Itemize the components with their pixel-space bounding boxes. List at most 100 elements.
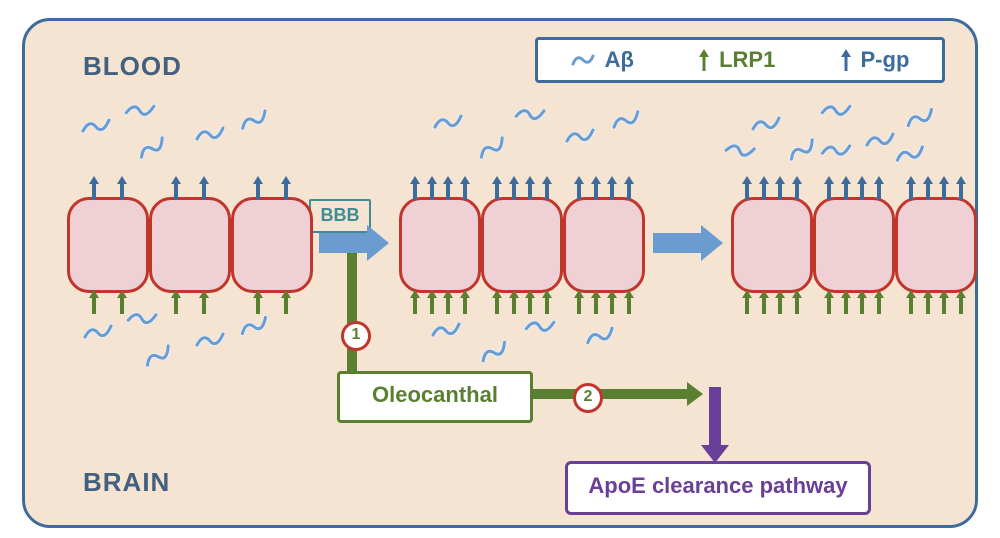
lrp1-arrow-icon: [526, 290, 534, 314]
pgp-arrow-icon: [842, 176, 850, 200]
pgp-arrow-icon: [526, 176, 534, 200]
arrow-up-icon: [841, 49, 851, 71]
pgp-arrow-icon: [411, 176, 419, 200]
legend-item-abeta: Aβ: [571, 47, 634, 73]
pgp-arrow-icon: [493, 176, 501, 200]
pgp-arrow-icon: [608, 176, 616, 200]
lrp1-arrow-icon: [90, 290, 98, 314]
lrp1-arrow-icon: [118, 290, 126, 314]
endothelial-cell: [231, 197, 313, 293]
arrow-up-icon: [699, 49, 709, 71]
lrp1-arrow-icon: [776, 290, 784, 314]
pgp-arrow-icon: [510, 176, 518, 200]
legend-label: LRP1: [719, 47, 775, 73]
pgp-arrow-icon: [875, 176, 883, 200]
legend-label: P-gp: [861, 47, 910, 73]
lrp1-arrow-icon: [282, 290, 290, 314]
pgp-arrow-icon: [461, 176, 469, 200]
lrp1-arrow-icon: [842, 290, 850, 314]
endothelial-cell: [813, 197, 895, 293]
endothelial-cell: [67, 197, 149, 293]
abeta-squiggle-icon: [723, 136, 757, 163]
fat-arrow-icon: [319, 225, 389, 261]
pgp-arrow-icon: [793, 176, 801, 200]
lrp1-arrow-icon: [172, 290, 180, 314]
lrp1-arrow-icon: [411, 290, 419, 314]
cell-cluster: [67, 197, 313, 293]
step-circle-1: 1: [341, 321, 371, 351]
legend-label: Aβ: [605, 47, 634, 73]
legend-item-lrp1: LRP1: [699, 47, 775, 73]
lrp1-arrow-icon: [875, 290, 883, 314]
cell-cluster: [399, 197, 645, 293]
abeta-squiggle-icon: [431, 321, 461, 339]
lrp1-arrow-icon: [510, 290, 518, 314]
lrp1-arrow-icon: [428, 290, 436, 314]
squiggle-icon: [571, 52, 595, 68]
abeta-squiggle-icon: [433, 113, 463, 131]
pgp-arrow-icon: [743, 176, 751, 200]
pgp-arrow-icon: [907, 176, 915, 200]
abeta-squiggle-icon: [477, 339, 511, 365]
lrp1-arrow-icon: [743, 290, 751, 314]
label-brain: BRAIN: [83, 467, 170, 498]
cell-cluster: [731, 197, 977, 293]
lrp1-arrow-icon: [858, 290, 866, 314]
abeta-squiggle-icon: [865, 131, 895, 149]
label-blood: BLOOD: [83, 51, 182, 82]
legend-box: Aβ LRP1 P-gp: [535, 37, 945, 83]
step-circle-2: 2: [573, 383, 603, 413]
lrp1-arrow-icon: [592, 290, 600, 314]
pgp-arrow-icon: [282, 176, 290, 200]
legend-item-pgp: P-gp: [841, 47, 910, 73]
abeta-squiggle-icon: [903, 106, 936, 130]
pgp-arrow-icon: [858, 176, 866, 200]
lrp1-arrow-icon: [200, 290, 208, 314]
endothelial-cell: [731, 197, 813, 293]
abeta-squiggle-icon: [894, 144, 925, 165]
abeta-squiggle-icon: [785, 136, 819, 163]
diagram-stage: BLOOD BRAIN Aβ LRP1: [0, 0, 1000, 538]
pgp-arrow-icon: [90, 176, 98, 200]
endothelial-cell: [895, 197, 977, 293]
abeta-squiggle-icon: [820, 139, 852, 161]
lrp1-arrow-icon: [461, 290, 469, 314]
abeta-squiggle-icon: [81, 117, 111, 135]
abeta-squiggle-icon: [124, 99, 157, 122]
abeta-squiggle-icon: [751, 115, 781, 133]
lrp1-arrow-icon: [760, 290, 768, 314]
lrp1-arrow-icon: [608, 290, 616, 314]
abeta-squiggle-icon: [135, 134, 169, 161]
abeta-squiggle-icon: [513, 102, 546, 126]
lrp1-arrow-icon: [444, 290, 452, 314]
pgp-arrow-icon: [543, 176, 551, 200]
pgp-arrow-icon: [957, 176, 965, 200]
lrp1-arrow-icon: [924, 290, 932, 314]
abeta-squiggle-icon: [524, 315, 557, 338]
pgp-arrow-icon: [924, 176, 932, 200]
abeta-squiggle-icon: [820, 99, 853, 122]
lrp1-arrow-icon: [793, 290, 801, 314]
fat-arrow-icon: [653, 225, 723, 261]
pgp-arrow-icon: [200, 176, 208, 200]
diagram-panel: BLOOD BRAIN Aβ LRP1: [22, 18, 978, 528]
endothelial-cell: [399, 197, 481, 293]
pgp-arrow-icon: [940, 176, 948, 200]
abeta-squiggle-icon: [237, 107, 271, 132]
abeta-squiggle-icon: [610, 109, 643, 132]
pgp-arrow-icon: [825, 176, 833, 200]
abeta-squiggle-icon: [565, 127, 595, 145]
pgp-arrow-icon: [172, 176, 180, 200]
endothelial-cell: [563, 197, 645, 293]
lrp1-arrow-icon: [940, 290, 948, 314]
lrp1-arrow-icon: [907, 290, 915, 314]
abeta-squiggle-icon: [195, 125, 225, 143]
pgp-arrow-icon: [575, 176, 583, 200]
lrp1-arrow-icon: [575, 290, 583, 314]
pgp-arrow-icon: [776, 176, 784, 200]
lrp1-arrow-icon: [625, 290, 633, 314]
lrp1-arrow-icon: [543, 290, 551, 314]
abeta-squiggle-icon: [237, 314, 270, 338]
lrp1-arrow-icon: [957, 290, 965, 314]
abeta-squiggle-icon: [83, 323, 113, 341]
